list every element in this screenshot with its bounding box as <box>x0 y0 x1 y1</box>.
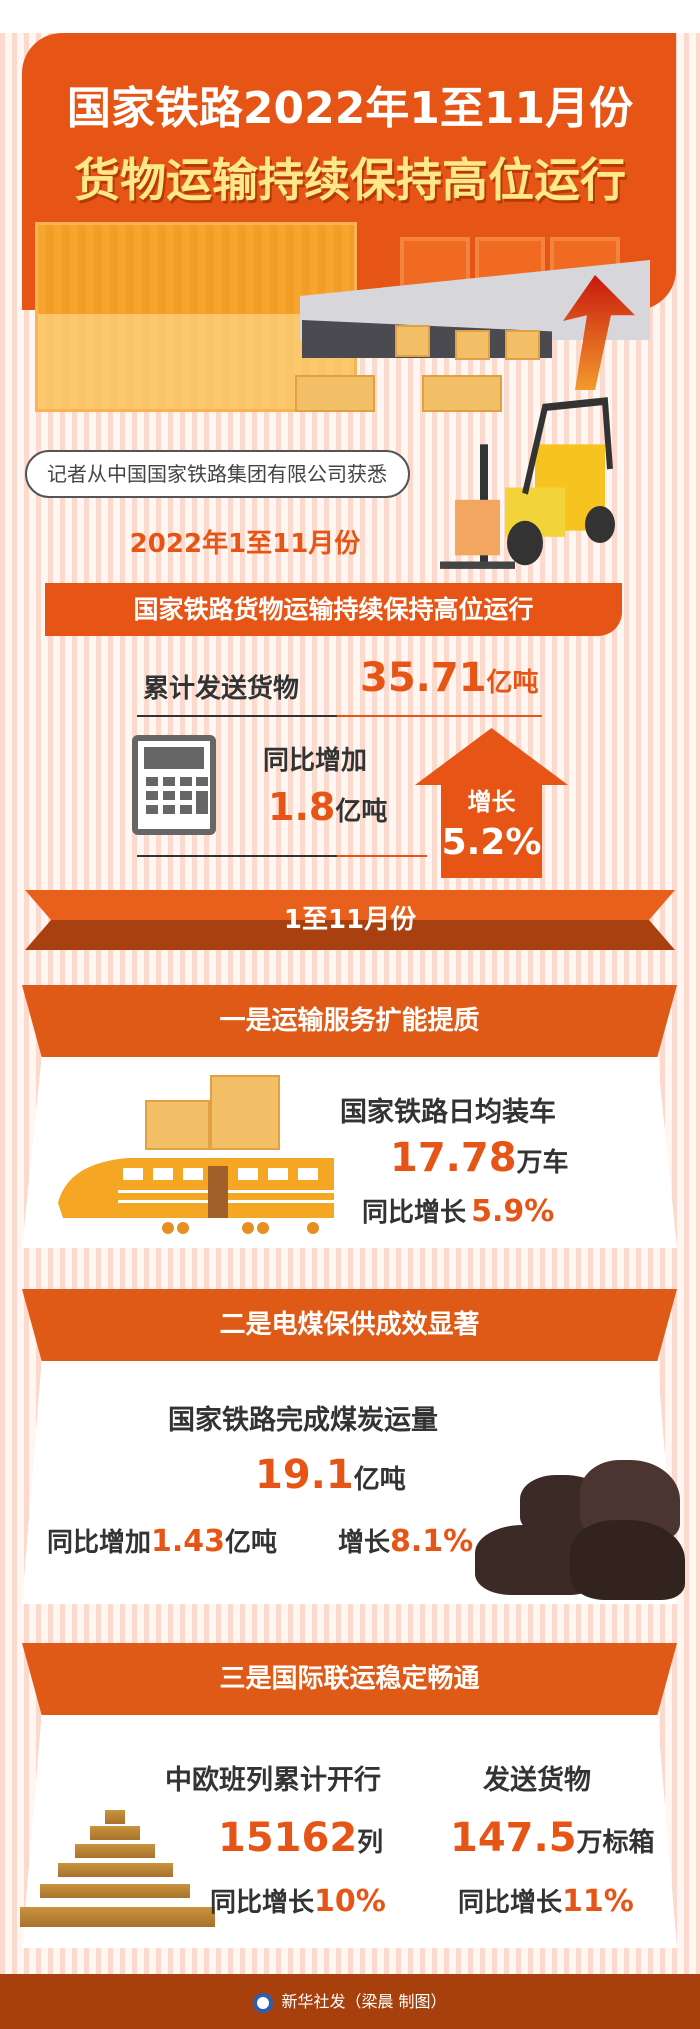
title-line2: 货物运输持续保持高位运行 <box>74 153 626 207</box>
footer <box>0 1974 700 2029</box>
calculator-icon <box>132 735 216 835</box>
yoy-label: 同比增加 <box>47 1528 152 1558</box>
daily-loading-value: 17.78 <box>390 1135 517 1181</box>
coal-illustration <box>570 1520 685 1600</box>
trains-yoy: 同比增长10% <box>210 1882 386 1919</box>
footer-credit: 新华社发（梁晨 制图） <box>0 1988 700 2013</box>
box-illustration <box>505 330 540 360</box>
coal-volume-metric: 19.1亿吨 <box>255 1452 406 1498</box>
daily-loading-metric: 17.78万车 <box>390 1135 569 1181</box>
yoy-value: 10% <box>314 1884 386 1919</box>
cargo-sent-metric: 147.5万标箱 <box>450 1815 655 1861</box>
yoy-increase-label: 同比增加 <box>263 746 368 776</box>
yoy-increase-value: 1.8 <box>268 785 336 829</box>
coal-yoy-metric: 同比增加1.43亿吨 <box>47 1522 277 1559</box>
top-margin <box>0 0 700 33</box>
cumulative-label: 累计发送货物 <box>143 674 300 704</box>
yoy-value: 11% <box>562 1884 634 1919</box>
daily-loading-unit: 万车 <box>516 1148 569 1178</box>
trains-value: 15162 <box>218 1815 358 1861</box>
divider <box>137 715 337 717</box>
yoy-increase-metric: 1.8亿吨 <box>268 785 387 829</box>
train-illustration <box>58 1158 334 1234</box>
section-2-header: 二是电煤保供成效显著 <box>22 1289 677 1361</box>
box-illustration <box>395 325 430 357</box>
cargo-unit: 万标箱 <box>576 1828 655 1858</box>
coal-volume-unit: 亿吨 <box>353 1465 406 1495</box>
coal-growth-metric: 增长8.1% <box>338 1522 473 1559</box>
china-europe-trains-metric: 15162列 <box>218 1815 383 1861</box>
yoy-label: 同比增长 <box>362 1198 467 1228</box>
summary-banner: 国家铁路货物运输持续保持高位运行 <box>45 583 622 636</box>
divider <box>337 715 542 717</box>
yoy-increase-unit: 亿吨 <box>335 797 388 827</box>
growth-label: 增长 <box>467 788 516 816</box>
cargo-sent-label: 发送货物 <box>483 1765 591 1796</box>
yoy-value: 5.9% <box>471 1194 555 1229</box>
coal-volume-value: 19.1 <box>255 1452 354 1498</box>
cumulative-metric: 35.71亿吨 <box>360 655 539 701</box>
cargo-yoy: 同比增长11% <box>458 1882 634 1919</box>
source-note: 记者从中国国家铁路集团有限公司获悉 <box>25 450 410 498</box>
growth-value: 5.2% <box>441 822 542 863</box>
yoy-label: 同比增长 <box>210 1888 315 1918</box>
china-europe-trains-label: 中欧班列累计开行 <box>165 1765 381 1796</box>
yoy-unit: 亿吨 <box>225 1528 278 1558</box>
trains-unit: 列 <box>357 1828 384 1858</box>
section-1-header: 一是运输服务扩能提质 <box>22 985 677 1057</box>
cumulative-value: 35.71 <box>360 655 487 701</box>
box-pile-illustration <box>295 375 375 412</box>
date-label: 2022年1至11月份 <box>129 529 361 559</box>
period-ribbon: 1至11月份 <box>25 890 675 950</box>
daily-loading-label: 国家铁路日均装车 <box>340 1097 556 1128</box>
growth-label: 增长 <box>338 1528 391 1558</box>
xinhua-logo-icon <box>253 1992 274 2013</box>
section-3-header: 三是国际联运稳定畅通 <box>22 1643 677 1715</box>
divider <box>337 855 427 857</box>
daily-loading-yoy: 同比增长 5.9% <box>362 1192 554 1229</box>
box-pile-illustration <box>422 375 502 412</box>
coal-volume-label: 国家铁路完成煤炭运量 <box>168 1405 438 1436</box>
growth-value: 8.1% <box>390 1524 474 1559</box>
title-line1: 国家铁路2022年1至11月份 <box>66 83 634 134</box>
yoy-value: 1.43 <box>151 1524 226 1559</box>
yoy-label: 同比增长 <box>458 1888 563 1918</box>
forklift-illustration <box>440 397 615 569</box>
railway-track-illustration <box>10 1810 220 1935</box>
cargo-value: 147.5 <box>450 1815 577 1861</box>
box-illustration <box>455 330 490 360</box>
cargo-boxes-illustration <box>210 1075 280 1150</box>
cumulative-unit: 亿吨 <box>486 668 539 698</box>
credit-text: 新华社发（梁晨 制图） <box>281 1992 447 2011</box>
divider <box>137 855 337 857</box>
cargo-boxes-illustration <box>145 1100 210 1150</box>
